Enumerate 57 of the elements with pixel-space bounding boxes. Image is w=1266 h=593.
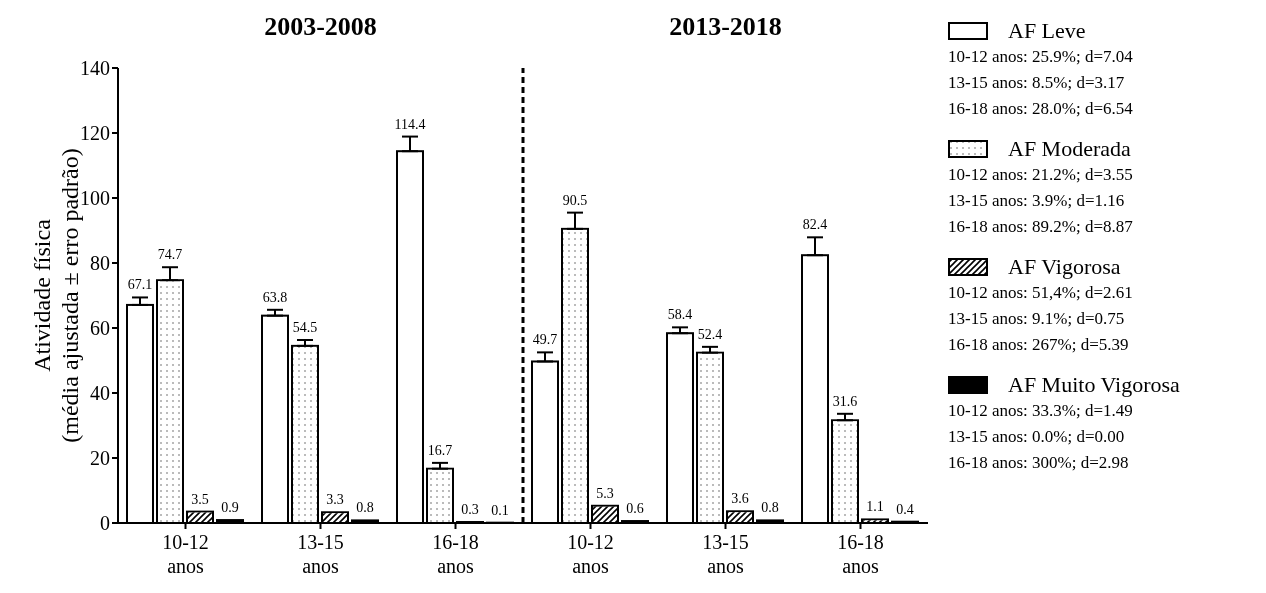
text: 13-15 anos: 8.5%; d=3.17 (948, 72, 1126, 94)
data-label: 3.3 (326, 492, 344, 508)
data-label: 0.6 (626, 501, 644, 517)
data-label: 0.4 (896, 501, 914, 517)
y-tick-label: 80 (90, 252, 110, 275)
data-label: 52.4 (697, 326, 723, 342)
y-tick-label: 60 (90, 317, 110, 340)
text: 16-18 anos: 267%; d=5.39 (948, 334, 1130, 356)
text: 13-15 anos: 9.1%; d=0.75 (948, 308, 1126, 330)
data-label: 67.1 (127, 277, 153, 293)
y-tick-label: 0 (100, 512, 110, 535)
text: 10-12 anos: 25.9%; d=7.04 (948, 46, 1134, 68)
legend-label: AF Leve (1008, 18, 1086, 44)
x-tick-label: 16-18 anos (432, 531, 479, 577)
data-label: 82.4 (802, 217, 828, 233)
y-tick-label: 20 (90, 447, 110, 470)
legend-label: AF Muito Vigorosa (1008, 372, 1180, 398)
data-label: 74.7 (157, 247, 183, 263)
text: 16-18 anos: 300%; d=2.98 (948, 452, 1130, 474)
data-label: 0.8 (761, 500, 779, 516)
data-label: 31.6 (832, 393, 858, 409)
data-label: 0.8 (356, 500, 374, 516)
text: 10-12 anos: 33.3%; d=1.49 (948, 400, 1134, 422)
data-label: 0.9 (221, 500, 239, 516)
data-label: 1.1 (866, 499, 884, 515)
text: 16-18 anos: 89.2%; d=8.87 (948, 216, 1134, 238)
legend-label: AF Vigorosa (1008, 254, 1121, 280)
data-label: 114.4 (394, 116, 426, 132)
text: 10-12 anos: 21.2%; d=3.55 (948, 164, 1134, 186)
y-tick-label: 140 (80, 57, 110, 80)
data-label: 5.3 (596, 485, 614, 501)
text: 2003-2008 (263, 12, 378, 42)
data-label: 90.5 (562, 192, 588, 208)
data-label: 63.8 (262, 289, 288, 305)
x-tick-label: 10-12 anos (162, 531, 209, 577)
data-label: 0.1 (491, 502, 509, 518)
x-tick-label: 13-15 anos (297, 531, 344, 577)
x-tick-label: 16-18 anos (837, 531, 884, 577)
data-label: 58.4 (667, 307, 693, 323)
legend-label: AF Moderada (1008, 136, 1131, 162)
data-label: 3.6 (731, 491, 749, 507)
data-label: 49.7 (532, 332, 558, 348)
data-label: 16.7 (427, 442, 453, 458)
text: 2013-2018 (668, 12, 783, 42)
text: 13-15 anos: 3.9%; d=1.16 (948, 190, 1126, 212)
text: 16-18 anos: 28.0%; d=6.54 (948, 98, 1134, 120)
data-label: 54.5 (292, 320, 318, 336)
x-tick-label: 10-12 anos (567, 531, 614, 577)
text: 10-12 anos: 51,4%; d=2.61 (948, 282, 1134, 304)
y-tick-label: 120 (80, 122, 110, 145)
y-axis-title: Atividade física (média ajustada ± erro padrão) (29, 148, 83, 443)
y-tick-label: 100 (80, 187, 110, 210)
data-label: 3.5 (191, 491, 209, 507)
text: 13-15 anos: 0.0%; d=0.00 (948, 426, 1126, 448)
x-tick-label: 13-15 anos (702, 531, 749, 577)
data-label: 0.3 (461, 502, 479, 518)
y-tick-label: 40 (90, 382, 110, 405)
